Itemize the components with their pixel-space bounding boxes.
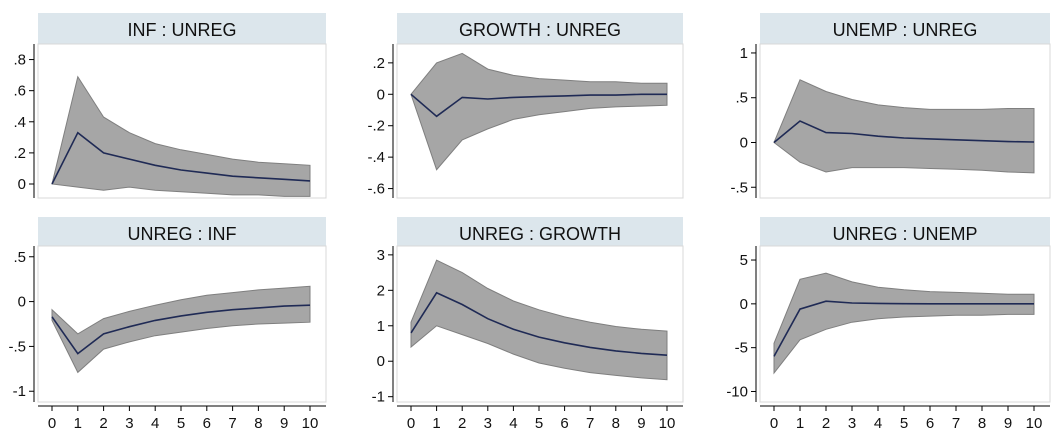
x-tick-label: 10 xyxy=(302,415,319,432)
x-tick-label: 1 xyxy=(432,415,440,432)
y-tick-label: -.4 xyxy=(367,149,385,166)
y-tick-label: .5 xyxy=(735,90,748,107)
panel-title-bar xyxy=(397,13,683,44)
y-tick-label: 0 xyxy=(377,353,385,370)
x-tick-label: 3 xyxy=(484,415,492,432)
response-line xyxy=(410,93,667,118)
x-tick-label: 5 xyxy=(177,415,185,432)
x-tick-label: 7 xyxy=(586,415,594,432)
y-tick-label: -.5 xyxy=(730,179,748,196)
panel-title-bar xyxy=(38,217,326,246)
x-tick-label: 4 xyxy=(509,415,517,432)
panel-title-bar xyxy=(38,13,326,44)
confidence-band xyxy=(773,79,1035,174)
confidence-band xyxy=(51,285,311,374)
panel-1: INF : UNREG 0 .2 .4 .6 .8 xyxy=(13,13,327,199)
x-tick-label: 2 xyxy=(822,415,830,432)
panel-title: UNREG : UNEMP xyxy=(832,224,977,244)
y-tick-label: 1 xyxy=(740,45,748,62)
y-tick-label: 1 xyxy=(377,318,385,335)
panel-2: GROWTH : UNREG .2 0 -.2 -.4 -.6 xyxy=(367,13,684,199)
response-line xyxy=(773,120,1035,144)
x-tick-label: 5 xyxy=(900,415,908,432)
y-tick-label: -.2 xyxy=(367,118,385,135)
response-line xyxy=(51,131,311,185)
panel-title: GROWTH : UNREG xyxy=(459,20,621,40)
y-tick-label: 0 xyxy=(18,176,26,193)
x-tick-label: 6 xyxy=(560,415,568,432)
panel-6: UNREG : UNEMP 5 0 -5 -10 0 1 2 3 4 5 6 7 8 9 10 xyxy=(726,217,1051,432)
x-tick-label: 0 xyxy=(48,415,56,432)
x-tick-label: 4 xyxy=(874,415,882,432)
y-tick-label: .5 xyxy=(13,249,26,266)
x-tick-label: 0 xyxy=(407,415,415,432)
panel-title-bar xyxy=(760,13,1050,44)
panel-title-bar xyxy=(397,217,683,246)
x-tick-label: 5 xyxy=(535,415,543,432)
confidence-band xyxy=(773,272,1035,375)
x-tick-label: 8 xyxy=(254,415,262,432)
y-tick-label: 5 xyxy=(740,252,748,269)
x-tick-label: 1 xyxy=(796,415,804,432)
x-tick-label: 7 xyxy=(228,415,236,432)
x-tick-label: 3 xyxy=(125,415,133,432)
y-tick-label: -1 xyxy=(372,389,385,406)
panel-3: UNEMP : UNREG 1 .5 0 -.5 xyxy=(730,13,1051,199)
y-tick-label: 0 xyxy=(740,296,748,313)
y-tick-label: 0 xyxy=(18,294,26,311)
x-tick-label: 9 xyxy=(637,415,645,432)
x-tick-label: 1 xyxy=(74,415,82,432)
response-line xyxy=(51,304,311,355)
x-tick-label: 4 xyxy=(151,415,159,432)
x-tick-label: 2 xyxy=(458,415,466,432)
y-tick-label: .4 xyxy=(13,114,26,131)
panel-title-bar xyxy=(760,217,1050,246)
x-tick-label: 0 xyxy=(770,415,778,432)
x-tick-label: 7 xyxy=(952,415,960,432)
x-tick-label: 9 xyxy=(1004,415,1012,432)
x-tick-label: 3 xyxy=(848,415,856,432)
x-tick-label: 9 xyxy=(280,415,288,432)
panel-title: UNREG : GROWTH xyxy=(459,224,621,244)
response-line xyxy=(773,300,1034,357)
y-tick-label: 2 xyxy=(377,282,385,299)
y-tick-label: 3 xyxy=(377,247,385,264)
panel-4: UNREG : INF .5 0 -.5 -1 0 1 2 3 4 5 6 7 8 9 10 xyxy=(8,217,327,432)
y-tick-label: .2 xyxy=(13,145,26,162)
y-tick-label: 0 xyxy=(740,134,748,151)
x-tick-label: 6 xyxy=(203,415,211,432)
y-tick-label: -.6 xyxy=(367,181,385,198)
x-tick-label: 6 xyxy=(926,415,934,432)
x-tick-label: 10 xyxy=(659,415,676,432)
x-tick-label: 2 xyxy=(99,415,107,432)
x-tick-label: 8 xyxy=(612,415,620,432)
y-tick-label: .8 xyxy=(13,52,26,69)
y-tick-label: -1 xyxy=(13,383,26,400)
x-tick-label: 8 xyxy=(978,415,986,432)
x-tick-label: 10 xyxy=(1026,415,1043,432)
panel-title: UNEMP : UNREG xyxy=(833,20,978,40)
y-tick-label: -.5 xyxy=(8,338,26,355)
panel-title: UNREG : INF xyxy=(127,224,236,244)
y-tick-label: .2 xyxy=(372,55,385,72)
y-tick-label: -5 xyxy=(735,340,748,357)
y-tick-label: -10 xyxy=(726,383,748,400)
y-tick-label: 0 xyxy=(377,86,385,103)
response-line xyxy=(410,291,668,356)
panel-title: INF : UNREG xyxy=(127,20,236,40)
y-tick-label: .6 xyxy=(13,83,26,100)
